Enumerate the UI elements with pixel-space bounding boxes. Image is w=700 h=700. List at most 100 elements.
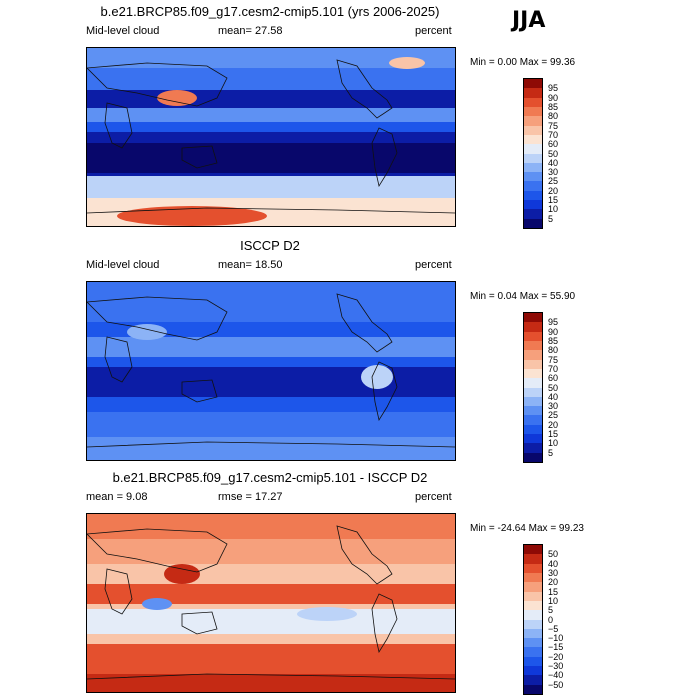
panel-1-greenland-max: [389, 57, 425, 69]
colorbar-tick-label: 40: [548, 391, 559, 402]
panel-3-coastlines: [87, 525, 455, 680]
panel-2-variable-label: Mid-level cloud: [86, 259, 160, 271]
colorbar-tick-label: 5: [548, 213, 554, 224]
colorbar-swatch: [524, 666, 542, 676]
colorbar-swatch: [524, 610, 542, 620]
panel-3-arctic-band: [87, 514, 455, 539]
panel-1-coastlines: [87, 59, 455, 214]
colorbar-swatch: [524, 172, 542, 182]
panel-3-tropical-min: [142, 598, 172, 610]
colorbar-tick-label: 60: [548, 373, 559, 384]
colorbar-swatch: [524, 675, 542, 685]
colorbar-swatch: [524, 684, 542, 694]
colorbar-swatch: [524, 415, 542, 425]
colorbar-swatch: [524, 313, 542, 323]
panel-2-minmax: Min = 0.04 Max = 55.90: [470, 291, 576, 302]
colorbar-tick-label: −10: [548, 633, 564, 644]
colorbar-tick-label: 70: [548, 363, 559, 374]
colorbar-swatch: [524, 153, 542, 163]
colorbar-tick-label: 95: [548, 317, 559, 328]
colorbar-tick-label: 75: [548, 354, 559, 365]
colorbar-tick-label: 30: [548, 167, 559, 178]
panel-1-northern-band: [87, 68, 455, 90]
colorbar-swatch: [524, 331, 542, 341]
colorbar-tick-label: 50: [548, 382, 559, 393]
panel-3-mean-label: mean = 9.08: [86, 491, 148, 503]
colorbar-swatch: [524, 322, 542, 332]
colorbar-tick-label: 25: [548, 176, 559, 187]
panel-3-title: b.e21.BRCP85.f09_g17.cesm2-cmip5.101 - I…: [112, 470, 428, 485]
colorbar-swatch: [524, 545, 542, 555]
colorbar-swatch: [524, 424, 542, 435]
colorbar-swatch: [524, 600, 542, 611]
colorbar-tick-label: −40: [548, 670, 564, 681]
colorbar-tick-label: 10: [548, 595, 559, 606]
colorbar-swatch: [524, 350, 542, 360]
panel-1-itcz-edge: [87, 122, 455, 132]
panel-3-minmax: Min = -24.64 Max = 99.23: [470, 523, 584, 534]
panel-1-variable-label: Mid-level cloud: [86, 25, 160, 37]
colorbar-tick-label: 30: [548, 401, 559, 412]
colorbar-tick-label: −5: [548, 623, 559, 634]
colorbar-tick-label: 80: [548, 345, 559, 356]
colorbar-tick-label: 90: [548, 92, 559, 103]
colorbar-tick-label: 50: [548, 549, 559, 560]
panel-3-map: [86, 513, 456, 693]
colorbar-tick-label: 85: [548, 335, 559, 346]
colorbar-tick-label: −50: [548, 679, 564, 690]
colorbar-tick-label: 60: [548, 139, 559, 150]
colorbar-swatch: [524, 125, 542, 135]
colorbar-tick-label: 75: [548, 120, 559, 131]
panel-3-rmse-label: rmse = 17.27: [218, 491, 283, 503]
colorbar-tick-label: 15: [548, 429, 559, 440]
panel-1-antarctic-max: [117, 206, 267, 226]
colorbar-tick-label: 25: [548, 410, 559, 421]
colorbar-tick-label: 5: [548, 605, 554, 616]
colorbar-tick-label: 90: [548, 326, 559, 337]
panel-3-pacific-min: [297, 607, 357, 621]
colorbar-tick-label: 40: [548, 558, 559, 569]
panel-1-mean-label: mean= 27.58: [218, 25, 283, 37]
colorbar-swatch: [524, 162, 542, 173]
colorbar-tick-label: 70: [548, 129, 559, 140]
season-label: JJA: [512, 8, 546, 33]
colorbar-swatch: [524, 591, 542, 601]
colorbar-tick-label: −15: [548, 642, 564, 653]
colorbar-swatch: [524, 443, 542, 453]
panel-1-subtropic-band: [87, 143, 455, 173]
colorbar-swatch: [524, 619, 542, 629]
colorbar-swatch: [524, 359, 542, 369]
panel-2-asia-max: [127, 324, 167, 340]
colorbar-swatch: [524, 218, 542, 228]
colorbar-tick-label: 85: [548, 101, 559, 112]
colorbar-swatch: [524, 190, 542, 201]
colorbar-swatch: [524, 79, 542, 89]
panel-2-itcz-band: [87, 337, 455, 357]
panel-2-coastlines: [87, 293, 455, 448]
colorbar-tick-label: 15: [548, 195, 559, 206]
panel-2-colorbar: [523, 312, 543, 463]
panel-3-subtropic-band: [87, 609, 455, 634]
colorbar-swatch: [524, 434, 542, 444]
colorbar-tick-label: 20: [548, 185, 559, 196]
colorbar-swatch: [524, 406, 542, 416]
panel-2-subtropic-band: [87, 367, 455, 397]
colorbar-tick-label: 0: [548, 614, 554, 625]
panel-2-map: [86, 281, 456, 461]
panel-1-title: b.e21.BRCP85.f09_g17.cesm2-cmip5.101 (yr…: [100, 4, 440, 19]
colorbar-tick-label: 80: [548, 111, 559, 122]
colorbar-swatch: [524, 572, 542, 583]
colorbar-swatch: [524, 116, 542, 126]
panel-3-colorbar: [523, 544, 543, 695]
colorbar-swatch: [524, 582, 542, 592]
panel-1-units-label: percent: [415, 25, 452, 37]
colorbar-swatch: [524, 656, 542, 667]
colorbar-swatch: [524, 452, 542, 462]
colorbar-swatch: [524, 134, 542, 145]
colorbar-swatch: [524, 647, 542, 657]
panel-1-minmax: Min = 0.00 Max = 99.36: [470, 57, 576, 68]
colorbar-tick-label: 30: [548, 567, 559, 578]
colorbar-tick-label: 5: [548, 447, 554, 458]
colorbar-swatch: [524, 368, 542, 379]
panel-2-southern-band: [87, 412, 455, 437]
